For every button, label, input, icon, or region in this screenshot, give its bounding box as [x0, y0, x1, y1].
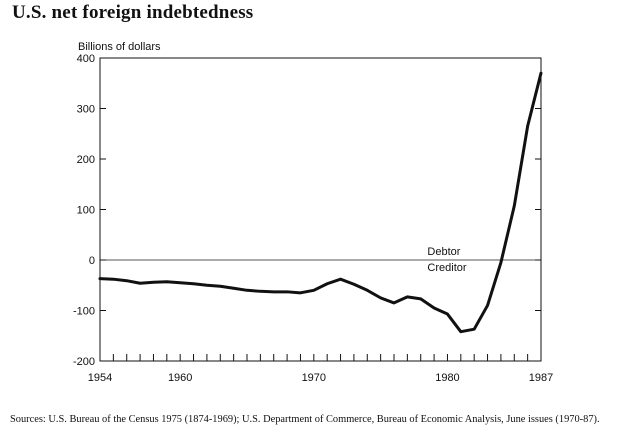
- data-point: [432, 306, 436, 310]
- data-point: [192, 282, 195, 285]
- data-point: [125, 279, 128, 282]
- data-point: [299, 291, 302, 295]
- page-title: U.S. net foreign indebtedness: [12, 2, 254, 23]
- data-point: [526, 124, 529, 128]
- data-point: [325, 282, 329, 285]
- y-tick-label: 400: [77, 53, 95, 65]
- x-tick-label: 1960: [168, 372, 192, 384]
- data-point: [232, 287, 235, 290]
- data-point: [312, 289, 316, 292]
- y-axis-ticks: 400 300 200 100 0 -100 -200: [73, 53, 541, 368]
- x-tick-label: 1970: [302, 372, 326, 384]
- y-tick-label: 0: [89, 255, 95, 267]
- data-point: [472, 327, 476, 331]
- data-point: [178, 281, 182, 284]
- annotation-debtor: Debtor: [427, 246, 460, 258]
- data-point: [152, 281, 155, 284]
- y-axis-label: Billions of dollars: [78, 41, 161, 53]
- data-point: [245, 289, 249, 292]
- data-point: [406, 295, 409, 299]
- x-axis-ticks: 1954 1960 1970 1980 1987: [88, 354, 553, 384]
- series-line: [98, 71, 543, 334]
- x-tick-label: 1980: [435, 372, 459, 384]
- data-point: [486, 304, 489, 307]
- data-point: [379, 296, 382, 300]
- annotations: Debtor Creditor: [427, 246, 466, 274]
- data-point: [352, 283, 356, 286]
- series-group: [98, 71, 543, 334]
- data-point: [138, 282, 142, 285]
- data-point: [513, 204, 516, 208]
- annotation-creditor: Creditor: [427, 262, 466, 274]
- data-point: [205, 284, 209, 287]
- y-tick-label: 300: [77, 104, 95, 116]
- data-point: [539, 71, 543, 75]
- data-point: [259, 290, 262, 293]
- data-point: [112, 277, 115, 281]
- x-tick-label: 1987: [529, 372, 553, 384]
- data-point: [272, 290, 275, 294]
- data-point: [459, 330, 463, 333]
- source-note: Sources: U.S. Bureau of the Census 1975 …: [10, 414, 600, 425]
- data-point: [419, 297, 422, 301]
- data-point: [446, 312, 449, 316]
- y-tick-label: -100: [73, 306, 95, 318]
- data-point: [219, 285, 222, 288]
- data-point: [98, 277, 102, 280]
- y-tick-label: 200: [77, 154, 95, 166]
- data-point: [165, 280, 169, 283]
- x-tick-label: 1954: [88, 372, 112, 384]
- data-point: [339, 277, 342, 281]
- data-point: [366, 289, 369, 292]
- plot-frame: [99, 57, 542, 362]
- data-point: [285, 290, 289, 294]
- data-point: [499, 261, 503, 264]
- data-point: [392, 301, 396, 305]
- y-tick-label: -200: [73, 356, 95, 368]
- y-tick-label: 100: [77, 205, 95, 217]
